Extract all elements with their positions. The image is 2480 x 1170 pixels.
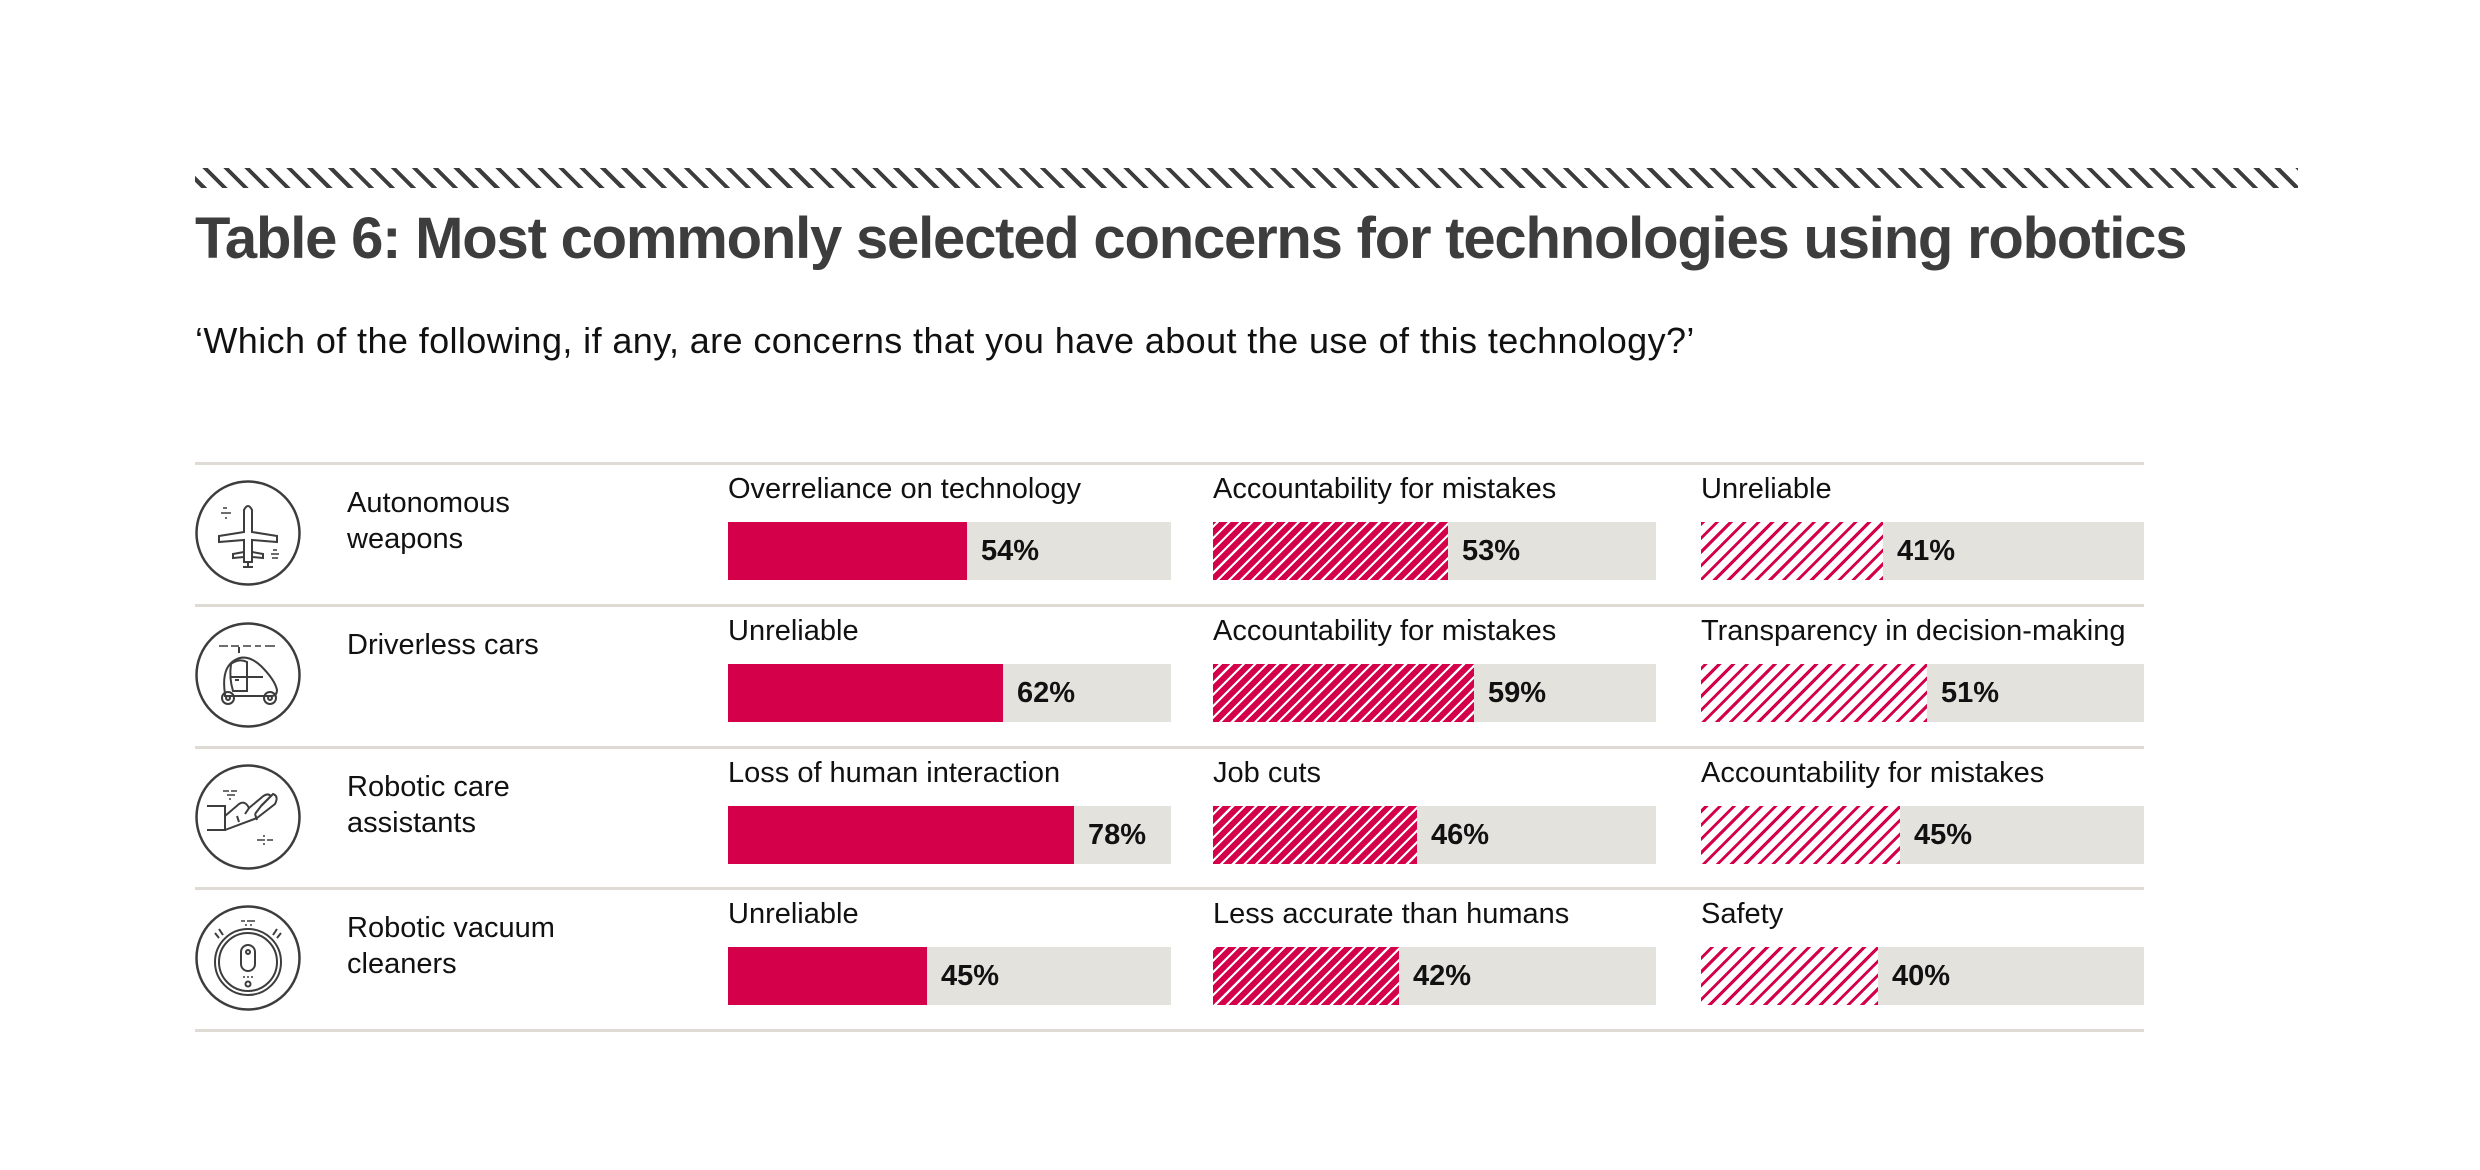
bar-fill	[1701, 663, 1927, 722]
concern-label: Accountability for mistakes	[1701, 756, 2045, 789]
technology-label-line: cleaners	[347, 948, 457, 981]
table-row: Robotic care assistants Loss of human in…	[195, 745, 2144, 888]
bar-track: 40%	[1701, 947, 2144, 1006]
technology-label-line: Driverless cars	[347, 628, 539, 661]
percent-label: 53%	[1462, 535, 1521, 567]
concern-label: Transparency in decision-making	[1701, 614, 2126, 647]
technology-label-line: weapons	[347, 523, 464, 555]
bar-fill	[728, 663, 1003, 722]
bar-track: 54%	[728, 522, 1171, 580]
concerns-table: Autonomous weapons Overreliance on techn…	[195, 462, 2144, 1032]
concern-label: Less accurate than humans	[1213, 898, 1570, 931]
concern-cell: Transparency in decision-making 51%	[1701, 607, 2144, 745]
concern-label: Loss of human interaction	[728, 756, 1061, 789]
concern-cell: Unreliable 62%	[728, 607, 1171, 745]
concern-label: Unreliable	[728, 898, 859, 931]
percent-label: 45%	[941, 960, 1000, 993]
bar-track: 59%	[1213, 663, 1656, 722]
concern-cell: Accountability for mistakes 59%	[1213, 607, 1656, 745]
concern-label: Unreliable	[1701, 473, 1832, 505]
percent-label: 62%	[1017, 676, 1076, 709]
concern-cell: Overreliance on technology 54%	[728, 465, 1171, 603]
bar-track: 78%	[728, 805, 1171, 864]
concern-cell: Job cuts 46%	[1213, 749, 1656, 887]
concern-label: Unreliable	[728, 614, 859, 647]
bar-fill	[1701, 522, 1883, 580]
technology-label-line: assistants	[347, 806, 476, 839]
percent-label: 54%	[981, 535, 1040, 567]
bar-fill	[728, 805, 1074, 864]
percent-label: 41%	[1897, 535, 1956, 567]
hatched-header-rule	[195, 168, 2298, 188]
percent-label: 59%	[1488, 676, 1547, 709]
technology-label: Driverless cars	[347, 627, 607, 663]
bar-track: 45%	[728, 947, 1171, 1006]
bar-fill	[1213, 663, 1474, 722]
percent-label: 45%	[1914, 818, 1973, 851]
concern-label: Accountability for mistakes	[1213, 473, 1557, 505]
table-row: Driverless cars Unreliable 62% Accountab…	[195, 603, 2144, 746]
concern-label: Overreliance on technology	[728, 473, 1082, 505]
bar-fill	[728, 522, 967, 580]
bar-track: 42%	[1213, 947, 1656, 1006]
concern-cell: Loss of human interaction 78%	[728, 749, 1171, 887]
percent-label: 51%	[1941, 676, 2000, 709]
concern-cell: Less accurate than humans 42%	[1213, 890, 1656, 1028]
bar-track: 62%	[728, 663, 1171, 722]
bar-fill	[1213, 522, 1448, 580]
bar-track: 41%	[1701, 522, 2144, 580]
technology-label-line: Autonomous	[347, 487, 510, 519]
percent-label: 46%	[1431, 818, 1490, 851]
concern-label: Safety	[1701, 898, 1784, 931]
concern-cell: Accountability for mistakes 45%	[1701, 749, 2144, 887]
bar-fill	[728, 947, 927, 1006]
technology-label-line: Robotic care	[347, 770, 510, 803]
page-title: Table 6: Most commonly selected concerns…	[195, 206, 2187, 271]
driverless-car-icon	[195, 622, 301, 728]
bar-fill	[1213, 947, 1399, 1006]
technology-label-line: Robotic vacuum	[347, 912, 555, 945]
percent-label: 78%	[1088, 818, 1147, 851]
bar-track: 46%	[1213, 805, 1656, 864]
robotic-hand-icon	[195, 763, 301, 870]
concern-cell: Safety 40%	[1701, 890, 2144, 1028]
concern-label: Accountability for mistakes	[1213, 614, 1557, 647]
drone-icon	[195, 480, 301, 586]
technology-label: Robotic care assistants	[347, 769, 607, 841]
bar-track: 45%	[1701, 805, 2144, 864]
concern-cell: Accountability for mistakes 53%	[1213, 465, 1656, 603]
bar-track: 53%	[1213, 522, 1656, 580]
robot-vacuum-icon	[195, 905, 301, 1011]
percent-label: 42%	[1413, 960, 1472, 993]
bar-fill	[1701, 805, 1900, 864]
table-row: Autonomous weapons Overreliance on techn…	[195, 462, 2144, 604]
table-row: Robotic vacuum cleaners Unreliable 45% L…	[195, 887, 2144, 1032]
concern-label: Job cuts	[1213, 756, 1321, 789]
technology-label: Autonomous weapons	[347, 485, 607, 557]
concern-cell: Unreliable 41%	[1701, 465, 2144, 603]
survey-question: ‘Which of the following, if any, are con…	[195, 320, 1695, 361]
bar-track: 51%	[1701, 663, 2144, 722]
technology-label: Robotic vacuum cleaners	[347, 910, 607, 982]
bar-fill	[1701, 947, 1878, 1006]
percent-label: 40%	[1892, 960, 1951, 993]
concern-cell: Unreliable 45%	[728, 890, 1171, 1028]
bar-fill	[1213, 805, 1417, 864]
